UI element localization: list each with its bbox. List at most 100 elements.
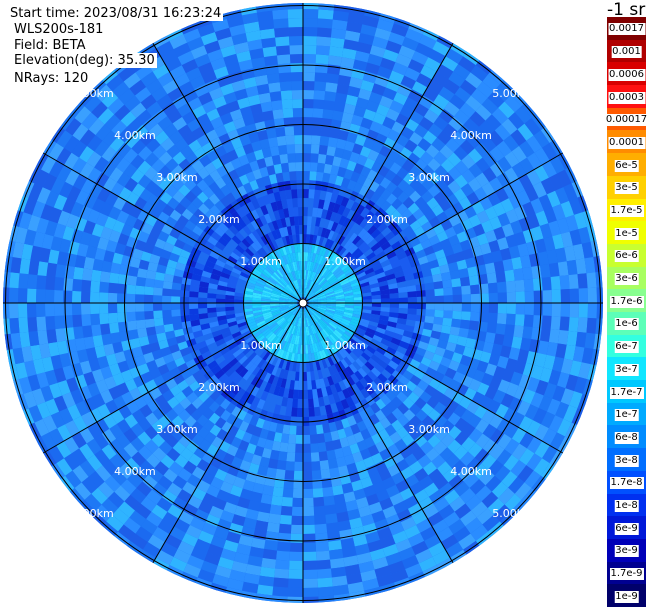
data-cell bbox=[124, 214, 138, 228]
data-cell bbox=[308, 180, 316, 190]
data-cell bbox=[466, 457, 482, 473]
data-cell bbox=[358, 355, 368, 365]
data-cell bbox=[303, 389, 309, 399]
data-cell bbox=[279, 306, 289, 311]
data-cell bbox=[358, 505, 372, 518]
data-cell bbox=[408, 165, 422, 179]
data-cell bbox=[177, 171, 191, 185]
data-cell bbox=[268, 334, 277, 343]
data-cell bbox=[424, 384, 437, 397]
data-cell bbox=[347, 415, 357, 427]
data-cell bbox=[256, 437, 267, 448]
data-cell bbox=[126, 117, 143, 134]
data-cell bbox=[409, 481, 424, 496]
data-cell bbox=[501, 118, 518, 135]
data-cell bbox=[347, 12, 365, 25]
data-cell bbox=[226, 317, 237, 324]
data-cell bbox=[95, 84, 113, 102]
data-cell bbox=[452, 222, 465, 235]
data-cell bbox=[362, 522, 378, 535]
data-cell bbox=[116, 142, 132, 158]
data-cell bbox=[292, 108, 303, 118]
data-cell bbox=[423, 504, 439, 519]
data-cell bbox=[91, 269, 102, 282]
data-cell bbox=[290, 533, 303, 543]
data-cell bbox=[77, 349, 89, 363]
data-cell bbox=[27, 303, 37, 318]
data-cell bbox=[474, 405, 488, 420]
data-cell bbox=[126, 320, 138, 331]
data-cell bbox=[364, 267, 375, 275]
data-cell bbox=[33, 358, 46, 375]
data-cell bbox=[454, 109, 470, 125]
data-cell bbox=[384, 364, 396, 375]
data-cell bbox=[100, 323, 111, 335]
data-cell bbox=[320, 368, 328, 379]
data-cell bbox=[276, 218, 283, 229]
data-cell bbox=[307, 307, 315, 314]
data-cell bbox=[475, 433, 490, 449]
data-cell bbox=[282, 276, 289, 285]
data-cell bbox=[516, 400, 531, 417]
data-cell bbox=[133, 218, 146, 232]
data-cell bbox=[327, 137, 338, 148]
data-cell bbox=[239, 253, 250, 263]
data-cell bbox=[289, 296, 298, 301]
data-cell bbox=[388, 255, 399, 264]
data-cell bbox=[533, 290, 543, 303]
data-cell bbox=[154, 356, 166, 368]
data-cell bbox=[259, 138, 270, 150]
data-cell bbox=[203, 198, 215, 210]
data-cell bbox=[388, 342, 399, 351]
data-cell bbox=[265, 353, 273, 363]
data-cell bbox=[226, 444, 239, 457]
data-cell bbox=[167, 197, 180, 210]
data-cell bbox=[97, 355, 109, 369]
data-cell bbox=[389, 307, 399, 314]
data-cell bbox=[452, 310, 462, 320]
data-cell bbox=[409, 190, 422, 203]
data-cell bbox=[137, 268, 148, 279]
data-cell bbox=[101, 333, 113, 346]
data-cell bbox=[342, 313, 353, 319]
data-cell bbox=[223, 53, 239, 67]
data-cell bbox=[117, 524, 136, 541]
data-cell bbox=[505, 313, 516, 326]
data-cell bbox=[126, 293, 136, 303]
data-cell bbox=[297, 270, 301, 280]
data-cell bbox=[366, 271, 376, 279]
data-cell bbox=[514, 314, 525, 327]
data-cell bbox=[447, 425, 462, 440]
data-cell bbox=[339, 437, 350, 448]
data-cell bbox=[482, 341, 494, 354]
data-cell bbox=[288, 297, 298, 302]
data-cell bbox=[178, 184, 191, 197]
data-cell bbox=[356, 440, 368, 452]
data-cell bbox=[363, 108, 377, 121]
data-cell bbox=[369, 192, 381, 204]
data-cell bbox=[190, 421, 203, 434]
data-cell bbox=[272, 289, 282, 295]
data-cell bbox=[218, 276, 229, 283]
data-cell bbox=[425, 367, 437, 378]
data-cell bbox=[414, 158, 428, 172]
data-cell bbox=[139, 188, 153, 202]
data-cell bbox=[63, 436, 80, 454]
data-cell bbox=[287, 314, 295, 323]
data-cell bbox=[345, 230, 355, 240]
data-cell bbox=[245, 212, 255, 223]
data-cell bbox=[344, 303, 354, 306]
data-cell bbox=[389, 492, 404, 506]
data-cell bbox=[307, 292, 315, 299]
data-cell bbox=[130, 154, 145, 169]
data-cell bbox=[48, 341, 60, 357]
data-cell bbox=[280, 293, 290, 298]
data-cell bbox=[285, 263, 292, 273]
data-cell bbox=[348, 363, 358, 374]
data-cell bbox=[377, 236, 388, 247]
data-cell bbox=[548, 220, 561, 237]
data-cell bbox=[299, 243, 303, 253]
data-cell bbox=[203, 396, 215, 408]
data-cell bbox=[332, 392, 341, 403]
data-cell bbox=[177, 124, 192, 138]
